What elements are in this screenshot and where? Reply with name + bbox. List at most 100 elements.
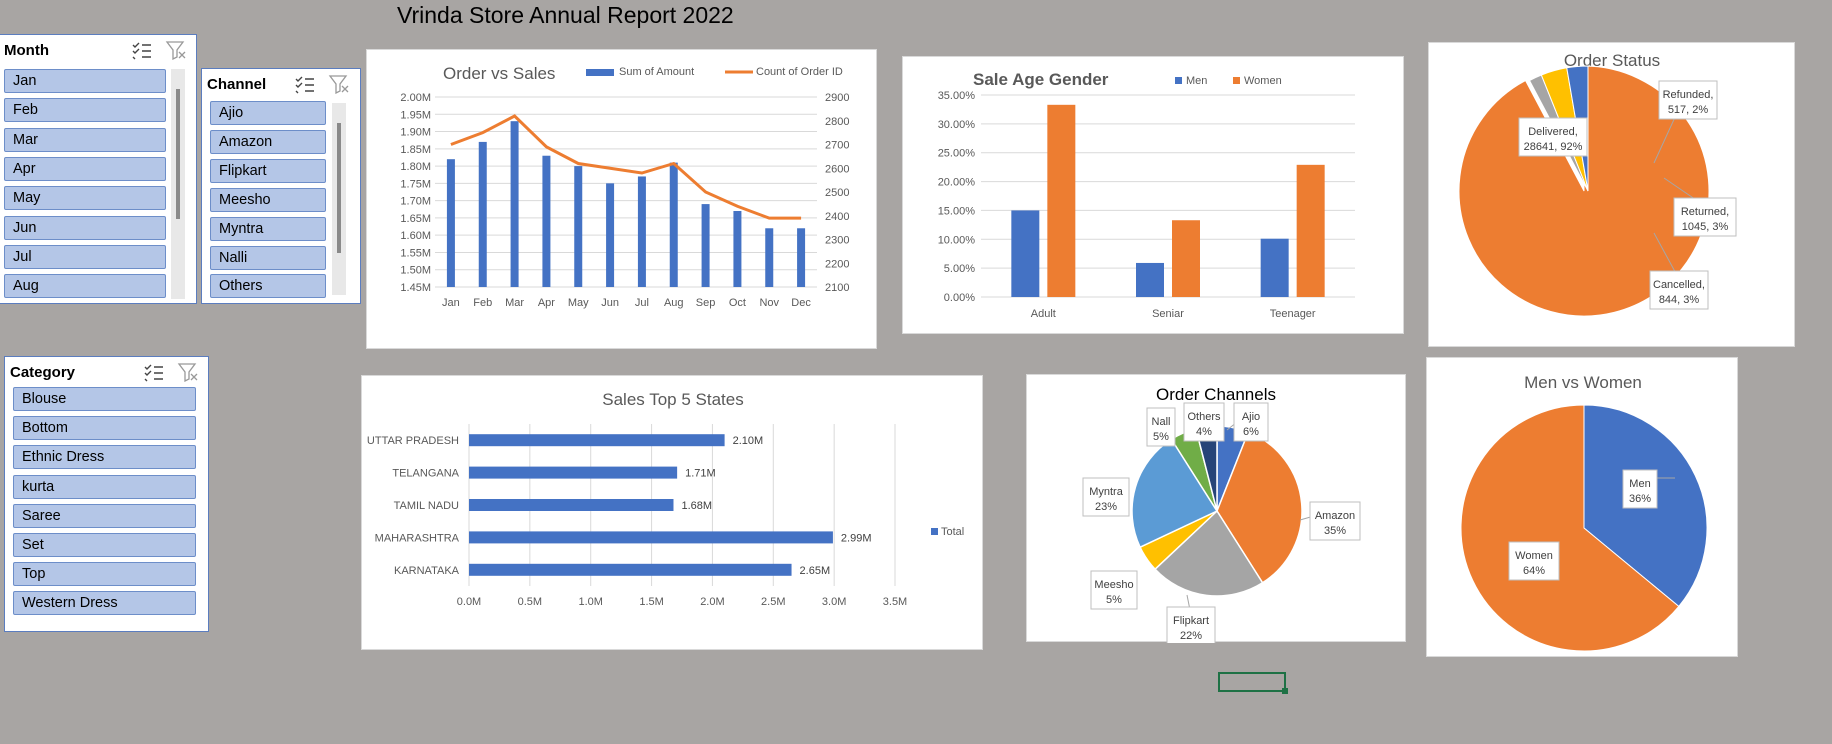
bar-sum-of-amount bbox=[606, 183, 615, 287]
x-tick-label: Jun bbox=[601, 297, 619, 309]
data-label-box bbox=[1146, 407, 1176, 447]
y2-tick-label: 2900 bbox=[825, 92, 849, 104]
y-tick-label: UTTAR PRADESH bbox=[367, 435, 459, 447]
sales-top-states-chart[interactable]: Sales Top 5 States 0.0M 0.5M 1.0M 1.5M 2.0M 2.… bbox=[361, 375, 983, 650]
channel-slicer-header: Channel bbox=[207, 75, 267, 93]
data-label: 28641, 92% bbox=[1524, 141, 1583, 153]
clear-filter-icon[interactable] bbox=[177, 362, 199, 383]
legend-label: Count of Order ID bbox=[756, 66, 843, 78]
data-label: 6% bbox=[1243, 426, 1259, 438]
month-slicer-scrollbar[interactable] bbox=[171, 69, 185, 299]
multi-select-icon[interactable] bbox=[143, 362, 165, 382]
slicer-item-category[interactable]: Saree bbox=[13, 503, 196, 528]
data-label: Ajio bbox=[1242, 411, 1260, 423]
chart-title: Order Status bbox=[1564, 51, 1660, 70]
slicer-item-channel[interactable]: Meesho bbox=[210, 187, 326, 212]
bar-state-total bbox=[469, 563, 792, 576]
data-label: 64% bbox=[1523, 565, 1545, 577]
slicer-item-channel[interactable]: Flipkart bbox=[210, 158, 326, 183]
data-label: 4% bbox=[1196, 426, 1212, 438]
data-label: Amazon bbox=[1315, 510, 1355, 522]
slicer-item-category[interactable]: kurta bbox=[13, 474, 196, 499]
slicer-item-month[interactable]: Jun bbox=[4, 215, 166, 240]
x-tick-label: Mar bbox=[505, 297, 524, 309]
slicer-item-category[interactable]: Top bbox=[13, 562, 196, 587]
fill-handle[interactable] bbox=[1282, 688, 1288, 694]
data-label: 1.68M bbox=[681, 500, 712, 512]
y-tick-label: 1.50M bbox=[400, 265, 431, 277]
channel-slicer-scrollbar[interactable] bbox=[332, 103, 346, 295]
bar-men bbox=[1011, 210, 1040, 297]
multi-select-icon[interactable] bbox=[131, 40, 153, 60]
order-vs-sales-chart[interactable]: Order vs Sales Sum of Amount Count of Orde… bbox=[366, 49, 877, 349]
sale-age-gender-chart[interactable]: Sale Age Gender Men Women 0.00% 5.00% 10.00% 1… bbox=[902, 56, 1404, 334]
data-label: Myntra bbox=[1089, 486, 1124, 498]
x-tick-label: May bbox=[568, 297, 589, 309]
data-label-box bbox=[1673, 197, 1737, 237]
bar-state-total bbox=[469, 466, 678, 479]
pie-slice-amazon bbox=[1216, 430, 1303, 584]
clear-filter-icon[interactable] bbox=[328, 74, 350, 95]
bar-state-total bbox=[469, 499, 674, 511]
data-label: 2.10M bbox=[733, 435, 764, 447]
slicer-item-channel[interactable]: Others bbox=[210, 274, 326, 299]
selected-cell[interactable] bbox=[1218, 672, 1286, 692]
y-tick-label: 1.55M bbox=[400, 247, 431, 259]
month-slicer[interactable]: Month Jan Feb Mar Apr May Jun Jul Aug bbox=[0, 34, 197, 304]
channel-slicer[interactable]: Channel Ajio Amazon Flipkart Meesho Myntra Na… bbox=[201, 68, 361, 304]
y-tick-label: 5.00% bbox=[944, 263, 975, 275]
data-label: 5% bbox=[1153, 431, 1169, 443]
y-tick-label: MAHARASHTRA bbox=[375, 532, 460, 544]
data-label: 23% bbox=[1095, 501, 1117, 513]
data-label: Delivered, bbox=[1528, 126, 1578, 138]
x-tick-label: Jul bbox=[635, 297, 649, 309]
slicer-item-category[interactable]: Set bbox=[13, 533, 196, 557]
slicer-item-channel[interactable]: Nalli bbox=[210, 245, 326, 270]
legend-label: Sum of Amount bbox=[619, 66, 694, 78]
scroll-thumb[interactable] bbox=[337, 123, 341, 253]
slicer-item-month[interactable]: Jan bbox=[4, 69, 166, 93]
legend-label: Men bbox=[1186, 75, 1207, 87]
y-tick-label: KARNATAKA bbox=[394, 565, 460, 577]
slicer-item-channel[interactable]: Ajio bbox=[210, 101, 326, 125]
order-channels-chart[interactable]: Order Channels Ajio 6% Amazon 35% Flipkart 22%… bbox=[1026, 374, 1406, 646]
legend-swatch bbox=[1175, 77, 1182, 84]
slicer-item-month[interactable]: Aug bbox=[4, 274, 166, 299]
x-tick-label: Dec bbox=[791, 297, 811, 309]
data-label-box bbox=[1082, 477, 1130, 517]
category-slicer-header: Category bbox=[10, 363, 76, 381]
x-tick-label: Adult bbox=[1031, 308, 1056, 320]
slicer-item-category[interactable]: Bottom bbox=[13, 416, 196, 441]
x-tick-label: 2.5M bbox=[761, 596, 785, 608]
x-tick-label: 3.5M bbox=[883, 596, 907, 608]
bar-sum-of-amount bbox=[446, 159, 455, 287]
slicer-item-category[interactable]: Western Dress bbox=[13, 591, 196, 616]
bar-women bbox=[1047, 104, 1076, 297]
y-tick-label: 20.00% bbox=[938, 177, 976, 189]
order-status-chart[interactable]: Order Status Delivered, 28641, 92% Refunded… bbox=[1428, 42, 1795, 347]
data-label: 35% bbox=[1324, 525, 1346, 537]
slicer-item-channel[interactable]: Amazon bbox=[210, 129, 326, 154]
slicer-item-month[interactable]: Mar bbox=[4, 127, 166, 152]
category-slicer[interactable]: Category Blouse Bottom Ethnic Dress kurta Sa… bbox=[4, 356, 209, 632]
clear-filter-icon[interactable] bbox=[165, 40, 187, 61]
data-label-box bbox=[1233, 402, 1269, 442]
slicer-item-category[interactable]: Ethnic Dress bbox=[13, 445, 196, 470]
data-label: Women bbox=[1515, 550, 1553, 562]
slicer-item-category[interactable]: Blouse bbox=[13, 387, 196, 411]
slicer-item-month[interactable]: Feb bbox=[4, 98, 166, 123]
slicer-item-channel[interactable]: Myntra bbox=[210, 216, 326, 241]
bar-women bbox=[1296, 164, 1325, 297]
y-tick-label: 1.45M bbox=[400, 282, 431, 294]
bar-state-total bbox=[469, 531, 833, 544]
slicer-item-month[interactable]: May bbox=[4, 186, 166, 211]
y2-tick-label: 2600 bbox=[825, 163, 849, 175]
data-label-box bbox=[1518, 117, 1588, 157]
pie-slice-flipkart bbox=[1153, 509, 1264, 597]
chart-title: Sales Top 5 States bbox=[602, 390, 743, 409]
scroll-thumb[interactable] bbox=[176, 89, 180, 219]
slicer-item-month[interactable]: Apr bbox=[4, 156, 166, 181]
men-vs-women-chart[interactable]: Men vs Women Men 36% Women 64% bbox=[1426, 357, 1738, 657]
slicer-item-month[interactable]: Jul bbox=[4, 244, 166, 269]
multi-select-icon[interactable] bbox=[294, 74, 316, 94]
